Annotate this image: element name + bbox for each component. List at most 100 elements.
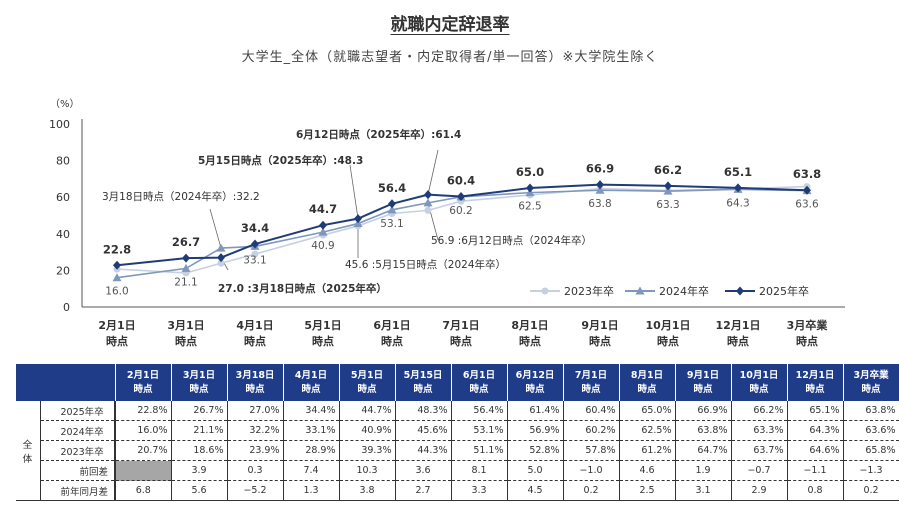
table-cell: 63.8%: [674, 420, 732, 441]
series-line-2023年卒: [116, 185, 808, 274]
table-cell: 8.1: [450, 460, 508, 481]
table-cell: 63.3%: [730, 420, 788, 441]
table-cell: 52.8%: [506, 440, 564, 461]
table-cell: 53.1%: [450, 420, 508, 441]
data-point: [541, 287, 549, 295]
table-row: 前回差 3.9 0.3 7.4 10.3 3.6 8.1 5.0 −1.0 4.6 1.9 −0.7−…: [16, 460, 899, 481]
data-label-2024: 21.1: [174, 276, 197, 288]
x-tick-label: 8月1日: [511, 319, 548, 332]
data-label-2025: 26.7: [172, 235, 200, 249]
column-header-line: 時点: [245, 383, 265, 395]
x-tick-label: 時点: [244, 334, 266, 348]
table-cell: 60.4%: [562, 401, 620, 421]
data-label-2025: 44.7: [309, 202, 337, 216]
data-point: [387, 205, 397, 214]
column-header-line: 時点: [805, 383, 825, 395]
column-header-line: 時点: [693, 383, 713, 395]
y-tick-label: 0: [63, 301, 70, 314]
table-cell: 65.0%: [618, 401, 676, 421]
table-cell: 1.3: [282, 480, 340, 501]
series-line-2024年卒: [116, 188, 808, 279]
column-header-line: 時点: [749, 383, 769, 395]
table-cell: −0.7: [730, 460, 788, 481]
data-point: [217, 253, 225, 263]
x-tick-label: 12月1日: [716, 319, 761, 332]
table-cell: 1.9: [674, 460, 732, 481]
column-header-line: 7月1日: [574, 369, 608, 381]
x-tick-label: 時点: [312, 334, 334, 348]
annotation: 56.9 :6月12日時点（2024年卒）: [431, 234, 592, 247]
table-row: 2024年卒 16.0% 21.1% 32.2% 33.1% 40.9% 45.6% 53.1…: [16, 420, 899, 441]
x-tick-label: 時点: [381, 334, 403, 348]
column-header-line: 時点: [189, 383, 209, 395]
table-cell: 51.1%: [450, 440, 508, 461]
table-cell: 26.7%: [170, 401, 228, 421]
data-label-2024: 63.8: [588, 198, 611, 210]
row-label: 2025年卒: [40, 401, 116, 421]
column-header-line: 5月1日: [350, 369, 384, 381]
table-cell: 0.3: [226, 460, 284, 481]
table-cell: 64.3%: [786, 420, 844, 441]
table-cell: 60.2%: [562, 420, 620, 441]
column-header-line: 時点: [637, 383, 657, 395]
table-cell: 5.0: [506, 460, 564, 481]
column-header-line: 9月1日: [686, 369, 720, 381]
x-tick-label: 時点: [657, 334, 679, 348]
table-cell: 56.4%: [450, 401, 508, 421]
column-header-line: 時点: [413, 383, 433, 395]
data-point: [319, 220, 327, 230]
data-point: [596, 180, 604, 190]
column-header-line: 時点: [301, 383, 321, 395]
data-point: [251, 239, 259, 249]
x-tick-label: 3月卒業: [787, 318, 829, 332]
data-label-2025: 60.4: [447, 173, 475, 187]
data-label-2025: 63.8: [793, 167, 821, 181]
data-point: [595, 185, 605, 194]
data-point: [216, 243, 226, 252]
column-header-line: 12月1日: [795, 369, 835, 381]
data-point: [424, 206, 432, 214]
table-row: 全体 2025年卒 22.8% 26.7% 27.0% 34.4% 44.7% 48.3% 56…: [15, 401, 899, 501]
annotation-leader-line: [349, 164, 359, 219]
table-cell: 18.6%: [170, 440, 228, 461]
row-label: 2024年卒: [40, 420, 116, 441]
table-cell: 2.7: [394, 480, 452, 501]
table-cell: −1.1: [786, 460, 844, 481]
annotation: 5月15日時点（2025年卒）:48.3: [198, 154, 363, 167]
y-tick-label: 100: [49, 118, 70, 131]
column-header: 12月1日時点: [786, 364, 844, 401]
data-point: [181, 263, 191, 272]
x-tick-label: 4月1日: [236, 319, 273, 332]
table-cell: 44.3%: [394, 440, 452, 461]
table-cell: 39.3%: [338, 440, 396, 461]
table-cell: 3.3: [450, 480, 508, 501]
data-point: [318, 227, 328, 236]
column-header-line: 4月1日: [294, 369, 328, 381]
data-table: 2月1日 時点 3月1日 時点 3月18日 時点 4月1日 時点 5月1日 時点 5月15日 時点 6月…: [15, 364, 899, 501]
table-cell: 6.8: [114, 480, 172, 501]
column-header-line: 6月1日: [462, 369, 496, 381]
table-cell: 65.8%: [842, 440, 899, 461]
data-label-2025: 56.4: [378, 181, 406, 195]
data-label-2025: 66.2: [654, 163, 682, 177]
x-tick-label: 6月1日: [373, 319, 410, 332]
data-label-2024: 40.9: [311, 240, 334, 252]
x-tick-label: 10月1日: [646, 319, 691, 332]
x-tick-label: 9月1日: [581, 319, 618, 332]
column-header: 5月15日 時点: [394, 364, 452, 401]
data-label-2025: 66.9: [586, 162, 614, 176]
data-point: [803, 185, 811, 195]
table-cell: −1.3: [842, 460, 899, 481]
x-tick-label: 時点: [796, 334, 818, 348]
annotation: 27.0 :3月18日時点（2025年卒）: [218, 282, 387, 295]
data-label-2024: 63.3: [656, 199, 679, 211]
column-header-line: 8月1日: [630, 369, 664, 381]
data-label-2024: 63.6: [795, 199, 819, 211]
table-cell: 22.8%: [114, 401, 172, 421]
column-header-line: 時点: [133, 383, 153, 395]
column-header: 5月1日 時点: [338, 364, 396, 401]
data-point: [526, 183, 534, 193]
x-tick-label: 3月1日: [167, 319, 204, 332]
y-tick-label: 20: [56, 264, 70, 277]
